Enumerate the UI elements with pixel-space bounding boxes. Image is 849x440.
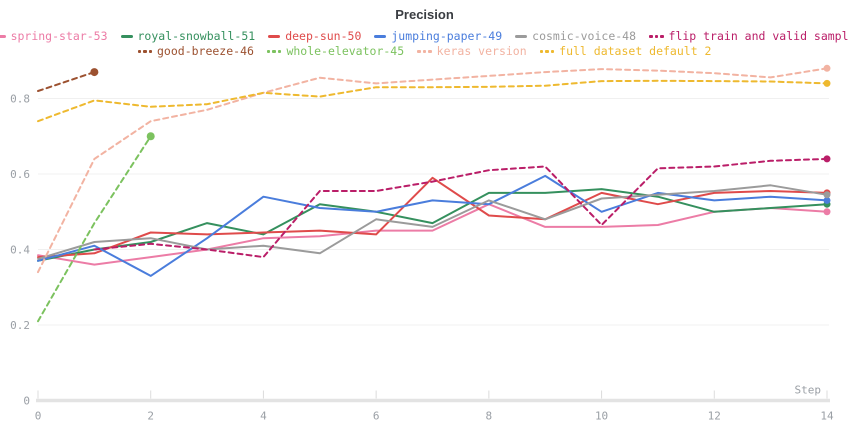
legend-dashed-line-icon bbox=[539, 49, 555, 53]
x-tick-label-14: 14 bbox=[820, 410, 834, 423]
y-tick-label-0.2: 0.2 bbox=[10, 319, 30, 332]
series-line-cosmic-voice-48 bbox=[37, 184, 828, 260]
legend-item-deep-sun-50[interactable]: deep-sun-50 bbox=[268, 29, 361, 43]
legend-item-full-dataset-default-2[interactable]: full dataset default 2 bbox=[539, 44, 712, 58]
x-tick-label-4: 4 bbox=[260, 410, 267, 423]
series-end-dot-keras-version bbox=[823, 64, 831, 72]
series-line-jumping-paper-49 bbox=[37, 174, 828, 277]
legend-row-1: spring-star-53 royal-snowball-51 deep-sun-… bbox=[0, 29, 849, 43]
legend-label: spring-star-53 bbox=[10, 29, 108, 43]
legend-item-keras-version[interactable]: keras version bbox=[417, 44, 527, 58]
legend-solid-line-icon bbox=[515, 34, 528, 38]
legend-label: deep-sun-50 bbox=[285, 29, 362, 43]
legend-item-whole-elevator-45[interactable]: whole-elevator-45 bbox=[266, 44, 405, 58]
series-line-whole-elevator-45 bbox=[37, 135, 152, 323]
x-tick-label-0: 0 bbox=[35, 410, 42, 423]
y-tick-label-0.8: 0.8 bbox=[10, 93, 30, 106]
legend-dashed-line-icon bbox=[266, 49, 282, 53]
legend-label: whole-elevator-45 bbox=[286, 44, 405, 58]
series-line-flip-train-and-valid-sample bbox=[93, 157, 828, 259]
x-tick-label-6: 6 bbox=[373, 410, 380, 423]
legend-item-good-breeze-46[interactable]: good-breeze-46 bbox=[137, 44, 254, 58]
legend-item-flip-train-and-valid-sample[interactable]: flip train and valid sample bbox=[649, 29, 849, 43]
legend-item-jumping-paper-49[interactable]: jumping-paper-49 bbox=[374, 29, 502, 43]
y-tick-label-0: 0 bbox=[23, 395, 30, 408]
x-tick-label-2: 2 bbox=[147, 410, 154, 423]
legend-dashed-line-icon bbox=[417, 49, 432, 53]
x-tick-label-10: 10 bbox=[595, 410, 608, 423]
legend-label: cosmic-voice-48 bbox=[532, 29, 637, 43]
series-end-dot-spring-star-53 bbox=[823, 208, 831, 216]
chart-legend: spring-star-53 royal-snowball-51 deep-sun-… bbox=[0, 29, 849, 58]
series-line-full-dataset-default-2 bbox=[37, 79, 828, 123]
x-tick-label-8: 8 bbox=[486, 410, 493, 423]
series-end-dot-jumping-paper-49 bbox=[823, 196, 831, 204]
legend-solid-line-icon bbox=[120, 34, 133, 38]
legend-item-cosmic-voice-48[interactable]: cosmic-voice-48 bbox=[515, 29, 636, 43]
x-tick-label-12: 12 bbox=[708, 410, 721, 423]
y-tick-label-0.4: 0.4 bbox=[10, 244, 30, 257]
series-end-dot-good-breeze-46 bbox=[90, 68, 99, 77]
legend-label: keras version bbox=[436, 44, 527, 58]
series-end-dot-full-dataset-default-2 bbox=[823, 79, 831, 87]
series-end-dot-flip-train-and-valid-sample bbox=[823, 155, 831, 163]
series-line-keras-version bbox=[37, 67, 828, 274]
legend-label: full dataset default 2 bbox=[559, 44, 712, 58]
x-axis-title: Step bbox=[795, 384, 822, 397]
chart-title: Precision bbox=[395, 7, 454, 22]
legend-item-spring-star-53[interactable]: spring-star-53 bbox=[0, 29, 108, 43]
legend-solid-line-icon bbox=[374, 34, 387, 38]
legend-dashed-line-icon bbox=[137, 49, 152, 53]
series-line-good-breeze-46 bbox=[37, 71, 96, 92]
legend-label: royal-snowball-51 bbox=[137, 29, 256, 43]
legend-dashed-line-icon bbox=[649, 34, 664, 38]
legend-solid-line-icon bbox=[268, 34, 281, 38]
legend-row-2: good-breeze-46 whole-elevator-45 keras ver… bbox=[137, 44, 712, 58]
legend-item-royal-snowball-51[interactable]: royal-snowball-51 bbox=[120, 29, 256, 43]
series-line-deep-sun-50 bbox=[37, 176, 828, 259]
series-end-dot-cosmic-voice-48 bbox=[823, 191, 831, 199]
series-line-spring-star-53 bbox=[37, 203, 828, 266]
legend-label: good-breeze-46 bbox=[157, 44, 254, 58]
series-line-royal-snowball-51 bbox=[37, 188, 828, 262]
legend-label: flip train and valid sample bbox=[668, 29, 849, 43]
legend-solid-line-icon bbox=[0, 34, 6, 38]
y-tick-label-0.6: 0.6 bbox=[10, 168, 30, 181]
legend-label: jumping-paper-49 bbox=[391, 29, 503, 43]
series-end-dot-whole-elevator-45 bbox=[146, 132, 155, 141]
